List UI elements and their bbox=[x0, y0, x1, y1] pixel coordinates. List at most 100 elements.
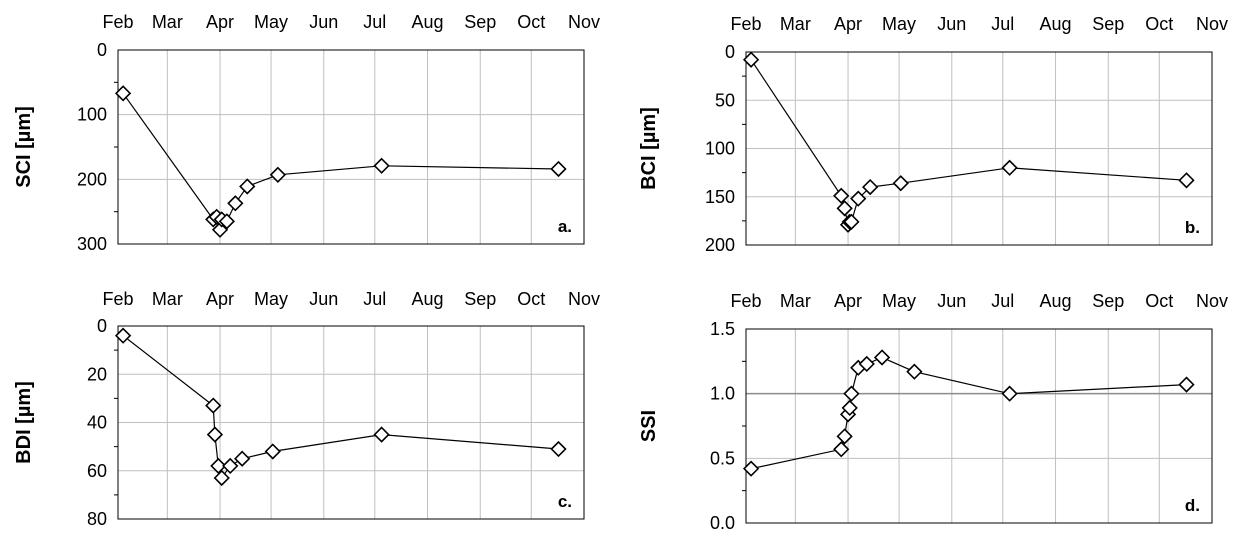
x-tick-label: Jun bbox=[937, 291, 966, 311]
x-tick-label: Nov bbox=[1196, 291, 1228, 311]
panel-label: a. bbox=[558, 217, 572, 236]
x-tick-label: Apr bbox=[834, 14, 862, 34]
data-point bbox=[862, 178, 879, 196]
data-point bbox=[373, 157, 390, 174]
x-tick-label: Sep bbox=[1092, 291, 1124, 311]
y-tick-label: 150 bbox=[705, 187, 735, 207]
data-point bbox=[550, 160, 567, 178]
data-point bbox=[906, 363, 923, 380]
y-tick-label: 40 bbox=[87, 413, 107, 433]
x-tick-label: May bbox=[254, 289, 288, 309]
panel-label: b. bbox=[1185, 218, 1200, 237]
data-point bbox=[550, 440, 567, 458]
data-point bbox=[833, 187, 850, 204]
chart-panel-1: 0 100 200 300 Feb Mar Apr May Jun Jul Aug Sep Oct Nov… bbox=[13, 12, 600, 254]
data-point bbox=[234, 450, 251, 467]
x-tick-label: May bbox=[882, 14, 916, 34]
x-tick-label: Aug bbox=[412, 12, 444, 32]
data-point bbox=[227, 195, 244, 212]
data-point bbox=[269, 166, 286, 183]
x-tick-label: Mar bbox=[152, 12, 183, 32]
x-tick-label: Jul bbox=[363, 12, 386, 32]
x-tick-label: Aug bbox=[412, 289, 444, 309]
data-point bbox=[836, 200, 853, 217]
x-tick-label: Nov bbox=[568, 289, 600, 309]
data-point bbox=[1001, 385, 1018, 402]
x-tick-label: Oct bbox=[517, 12, 545, 32]
data-point bbox=[892, 175, 909, 192]
panel-label: c. bbox=[558, 492, 572, 511]
data-point bbox=[211, 221, 229, 238]
x-tick-label: Feb bbox=[730, 14, 761, 34]
y-tick-label: 0.0 bbox=[710, 513, 735, 531]
y-tick-label: 50 bbox=[715, 90, 735, 110]
panel-label: d. bbox=[1185, 496, 1200, 515]
x-tick-label: Jul bbox=[363, 289, 386, 309]
y-tick-label: 0 bbox=[97, 316, 107, 336]
data-point bbox=[742, 51, 760, 68]
x-tick-label: Apr bbox=[206, 289, 234, 309]
data-point bbox=[858, 355, 875, 373]
data-point bbox=[114, 85, 132, 102]
x-tick-label: Feb bbox=[730, 291, 761, 311]
y-tick-label: 200 bbox=[705, 235, 735, 255]
series-line bbox=[750, 59, 1187, 227]
data-point bbox=[833, 441, 850, 458]
y-tick-label: 1.5 bbox=[710, 319, 735, 339]
y-tick-label: 80 bbox=[87, 509, 107, 529]
x-tick-label: Oct bbox=[1145, 14, 1173, 34]
x-tick-label: Jun bbox=[937, 14, 966, 34]
data-point bbox=[841, 399, 858, 417]
series-line bbox=[122, 92, 559, 230]
x-tick-label: Jul bbox=[991, 14, 1014, 34]
data-point bbox=[1001, 159, 1018, 176]
y-tick-label: 0.5 bbox=[710, 448, 735, 468]
y-axis-title: SSI bbox=[638, 410, 660, 442]
y-tick-label: 100 bbox=[705, 139, 735, 159]
x-tick-label: Feb bbox=[102, 289, 133, 309]
chart-panel-4: 0.0 0.5 1.0 1.5 Feb Mar Apr May Jun Jul Aug Sep Oct N… bbox=[638, 291, 1228, 533]
x-tick-label: Oct bbox=[1145, 291, 1173, 311]
x-tick-label: Sep bbox=[464, 12, 496, 32]
data-point bbox=[206, 426, 224, 443]
data-point bbox=[843, 213, 860, 230]
data-point bbox=[264, 443, 281, 460]
data-point bbox=[373, 426, 390, 443]
data-point bbox=[1178, 376, 1195, 393]
y-axis-title: SCI [µm] bbox=[13, 106, 35, 188]
x-tick-label: Nov bbox=[1196, 14, 1228, 34]
y-tick-label: 60 bbox=[87, 461, 107, 481]
y-tick-label: 1.0 bbox=[710, 384, 735, 404]
data-point bbox=[850, 190, 867, 207]
x-tick-label: Sep bbox=[1092, 14, 1124, 34]
x-tick-label: Jun bbox=[309, 12, 338, 32]
x-tick-label: Jul bbox=[991, 291, 1014, 311]
y-axis-title: BDI [µm] bbox=[13, 381, 35, 464]
series-line bbox=[750, 356, 1187, 470]
chart-panel-3: 0 20 40 60 80 Feb Mar Apr May Jun Jul Aug Sep Oct Nov B… bbox=[13, 289, 600, 529]
data-point bbox=[210, 457, 227, 475]
y-axis-title: BCI [µm] bbox=[638, 107, 660, 190]
x-tick-label: Aug bbox=[1040, 14, 1072, 34]
data-point bbox=[1178, 172, 1195, 189]
plot-frame bbox=[117, 49, 585, 245]
data-point bbox=[836, 428, 853, 445]
series-line bbox=[122, 335, 559, 480]
data-point bbox=[239, 178, 256, 195]
x-tick-label: Mar bbox=[780, 14, 811, 34]
x-tick-label: Sep bbox=[464, 289, 496, 309]
data-point bbox=[218, 213, 235, 230]
data-point bbox=[205, 397, 222, 414]
y-tick-label: 0 bbox=[97, 40, 107, 60]
data-point bbox=[114, 327, 132, 344]
data-point bbox=[742, 460, 760, 477]
x-tick-label: May bbox=[254, 12, 288, 32]
y-tick-label: 300 bbox=[77, 234, 107, 254]
data-point bbox=[843, 385, 860, 402]
y-tick-label: 200 bbox=[77, 169, 107, 189]
x-tick-label: Mar bbox=[780, 291, 811, 311]
x-tick-label: Oct bbox=[517, 289, 545, 309]
x-tick-label: Mar bbox=[152, 289, 183, 309]
